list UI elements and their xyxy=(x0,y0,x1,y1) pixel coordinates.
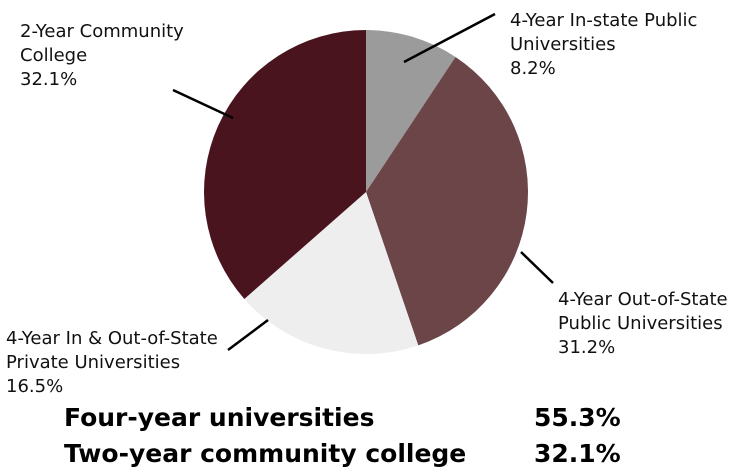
slice-value-label-0: 8.2% xyxy=(510,58,556,79)
slice-name-label-0: 4-Year In-state Public xyxy=(510,10,697,31)
slice-name-label-1: 4-Year Out-of-State xyxy=(558,289,728,310)
pie-slices xyxy=(204,30,528,354)
pie-slice-2 xyxy=(244,192,419,354)
leader-line-0 xyxy=(403,12,496,64)
leader-line-3 xyxy=(172,88,234,120)
pie-slice-1 xyxy=(366,56,528,346)
slice-name-label-2: Private Universities xyxy=(6,352,180,373)
pie-slice-3 xyxy=(204,30,366,299)
slice-labels: 4-Year In-state Public Universities 8.2% 4-… xyxy=(6,10,728,397)
slice-name-label-3: 2-Year Community xyxy=(20,21,184,42)
slice-name-label-2: 4-Year In & Out-of-State xyxy=(6,328,218,349)
summary-value: 55.3% xyxy=(534,403,621,432)
pie-slice-0 xyxy=(366,30,456,192)
leader-line-2 xyxy=(227,319,269,351)
leader-line-1 xyxy=(520,251,554,284)
summary-label: Two-year community college xyxy=(64,439,467,468)
summary-value: 32.1% xyxy=(534,439,621,468)
leader-lines xyxy=(172,12,554,351)
slice-value-label-3: 32.1% xyxy=(20,69,77,90)
slice-name-label-3: College xyxy=(20,45,87,66)
summary-row-four-year: Four-year universities 55.3% xyxy=(64,403,664,439)
slice-value-label-2: 16.5% xyxy=(6,376,63,397)
slice-name-label-1: Public Universities xyxy=(558,313,723,334)
summary-label: Four-year universities xyxy=(64,403,375,432)
slice-name-label-0: Universities xyxy=(510,34,616,55)
summary-row-two-year: Two-year community college 32.1% xyxy=(64,439,664,475)
slice-value-label-1: 31.2% xyxy=(558,337,615,358)
